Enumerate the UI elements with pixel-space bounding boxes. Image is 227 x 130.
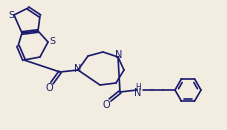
Text: N: N: [74, 64, 81, 74]
Text: O: O: [102, 100, 109, 110]
Text: S: S: [8, 11, 14, 20]
Text: N: N: [115, 50, 122, 60]
Text: N: N: [134, 87, 141, 98]
Text: H: H: [135, 83, 140, 92]
Text: S: S: [49, 37, 55, 45]
Text: O: O: [45, 83, 53, 93]
